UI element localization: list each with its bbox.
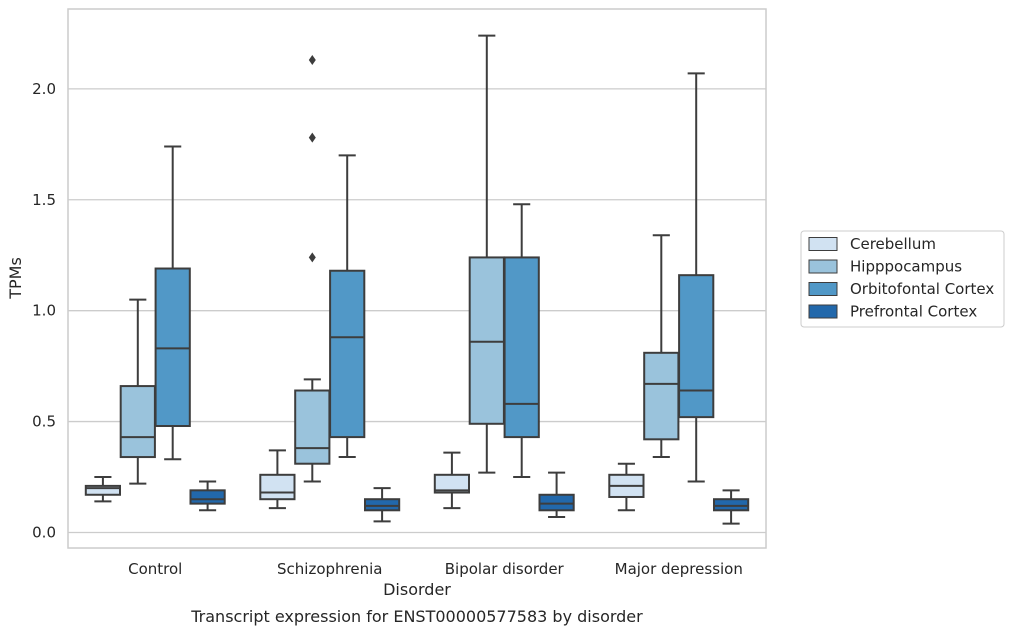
- iqr-box: [433, 473, 471, 494]
- legend-swatch: [808, 259, 838, 274]
- box-prefrontal-cortex: [363, 487, 401, 523]
- y-tick-label: 0.5: [32, 413, 56, 431]
- box-orbitofontal-cortex: [678, 72, 715, 483]
- legend-label: Prefrontal Cortex: [850, 303, 977, 321]
- box-hipppocampus: [119, 298, 156, 485]
- legend-label: Orbitofontal Cortex: [850, 280, 994, 298]
- box-hipppocampus: [294, 55, 331, 483]
- outlier-point: [308, 252, 316, 263]
- x-tick-label: Control: [128, 560, 182, 578]
- iqr-box: [678, 274, 715, 419]
- legend-label: Cerebellum: [850, 235, 936, 253]
- iqr-box: [468, 256, 505, 425]
- box-orbitofontal-cortex: [154, 145, 191, 461]
- box-hipppocampus: [468, 34, 505, 474]
- box-cerebellum: [608, 462, 645, 512]
- box-groups: [84, 34, 750, 525]
- legend-swatch: [808, 282, 838, 296]
- y-tick-label: 2.0: [32, 80, 56, 98]
- iqr-box: [329, 269, 366, 439]
- iqr-box: [259, 473, 296, 501]
- box-cerebellum: [84, 476, 122, 503]
- y-tick-label: 1.5: [32, 191, 56, 209]
- iqr-box: [189, 489, 226, 505]
- box-cerebellum: [259, 449, 296, 510]
- iqr-box: [294, 389, 331, 465]
- outlier-point: [308, 132, 316, 143]
- box-prefrontal-cortex: [538, 471, 575, 518]
- iqr-box: [84, 484, 122, 496]
- y-tick-label: 0.0: [32, 523, 56, 541]
- legend-swatch: [808, 237, 838, 251]
- iqr-box: [538, 493, 575, 512]
- x-tick-label: Major depression: [615, 560, 743, 578]
- y-tick-labels: 0.0 0.5 1.0 1.5 2.0: [32, 80, 56, 542]
- box-orbitofontal-cortex: [503, 203, 540, 479]
- legend-swatch: [808, 304, 838, 319]
- outlier-point: [308, 55, 316, 66]
- y-axis-label: TPMs: [6, 257, 25, 300]
- iqr-box: [712, 498, 750, 512]
- box-prefrontal-cortex: [189, 480, 226, 512]
- box-cerebellum: [433, 451, 471, 510]
- iqr-box: [154, 267, 191, 428]
- box-orbitofontal-cortex: [329, 154, 366, 459]
- legend-label: Hipppocampus: [850, 258, 962, 276]
- iqr-box: [503, 256, 540, 439]
- iqr-box: [643, 351, 680, 441]
- x-tick-labels: Control Schizophrenia Bipolar disorder Majo…: [128, 560, 743, 578]
- x-axis-label: Disorder: [383, 580, 451, 599]
- chart-caption: Transcript expression for ENST0000057758…: [190, 607, 643, 626]
- iqr-box: [119, 385, 156, 459]
- iqr-box: [363, 498, 401, 512]
- plot-frame: [67, 8, 767, 549]
- legend-frame: [800, 230, 1005, 328]
- x-tick-label: Bipolar disorder: [445, 560, 565, 578]
- x-tick-label: Schizophrenia: [277, 560, 382, 578]
- box-prefrontal-cortex: [712, 489, 750, 525]
- legend: Cerebellum Hipppocampus Orbitofontal Corte…: [800, 230, 1005, 328]
- y-tick-label: 1.0: [32, 302, 56, 320]
